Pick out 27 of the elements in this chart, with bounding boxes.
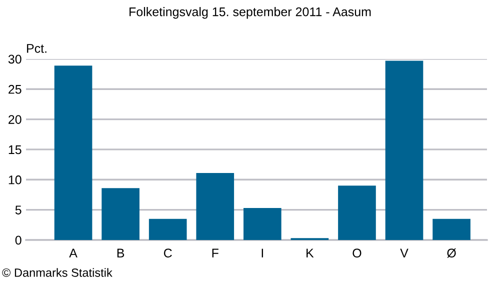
x-tick-label: O — [352, 248, 362, 258]
text: © Danmarks Statistik — [2, 268, 112, 277]
x-tick-label: A — [69, 248, 78, 258]
bar — [148, 218, 187, 240]
x-tick-label: B — [117, 248, 124, 258]
y-tick-label: 10 — [8, 175, 22, 184]
bar — [432, 218, 470, 240]
y-tick-label: 30 — [8, 54, 22, 64]
x-tick-label: Ø — [447, 248, 456, 258]
bar — [338, 186, 376, 240]
bar — [54, 66, 92, 240]
bar — [385, 60, 424, 240]
bar — [243, 208, 282, 240]
y-tick-label: 5 — [15, 206, 22, 214]
y-tick-label: 25 — [8, 84, 22, 94]
x-tick-label: V — [400, 248, 408, 258]
x-tick-label: K — [306, 248, 314, 258]
x-tick-label: C — [164, 248, 172, 258]
chart-title: Folketingsvalg 15. september 2011 - Aasum — [130, 7, 371, 19]
y-tick-label: 20 — [8, 115, 22, 124]
bar — [102, 188, 140, 240]
y-tick-label: 15 — [8, 145, 22, 154]
x-tick-label: I — [262, 248, 263, 258]
y-axis-title: Pct. — [27, 44, 46, 53]
y-tick-label: 0 — [15, 236, 22, 245]
bar — [196, 172, 234, 240]
x-tick-label: F — [212, 248, 218, 258]
